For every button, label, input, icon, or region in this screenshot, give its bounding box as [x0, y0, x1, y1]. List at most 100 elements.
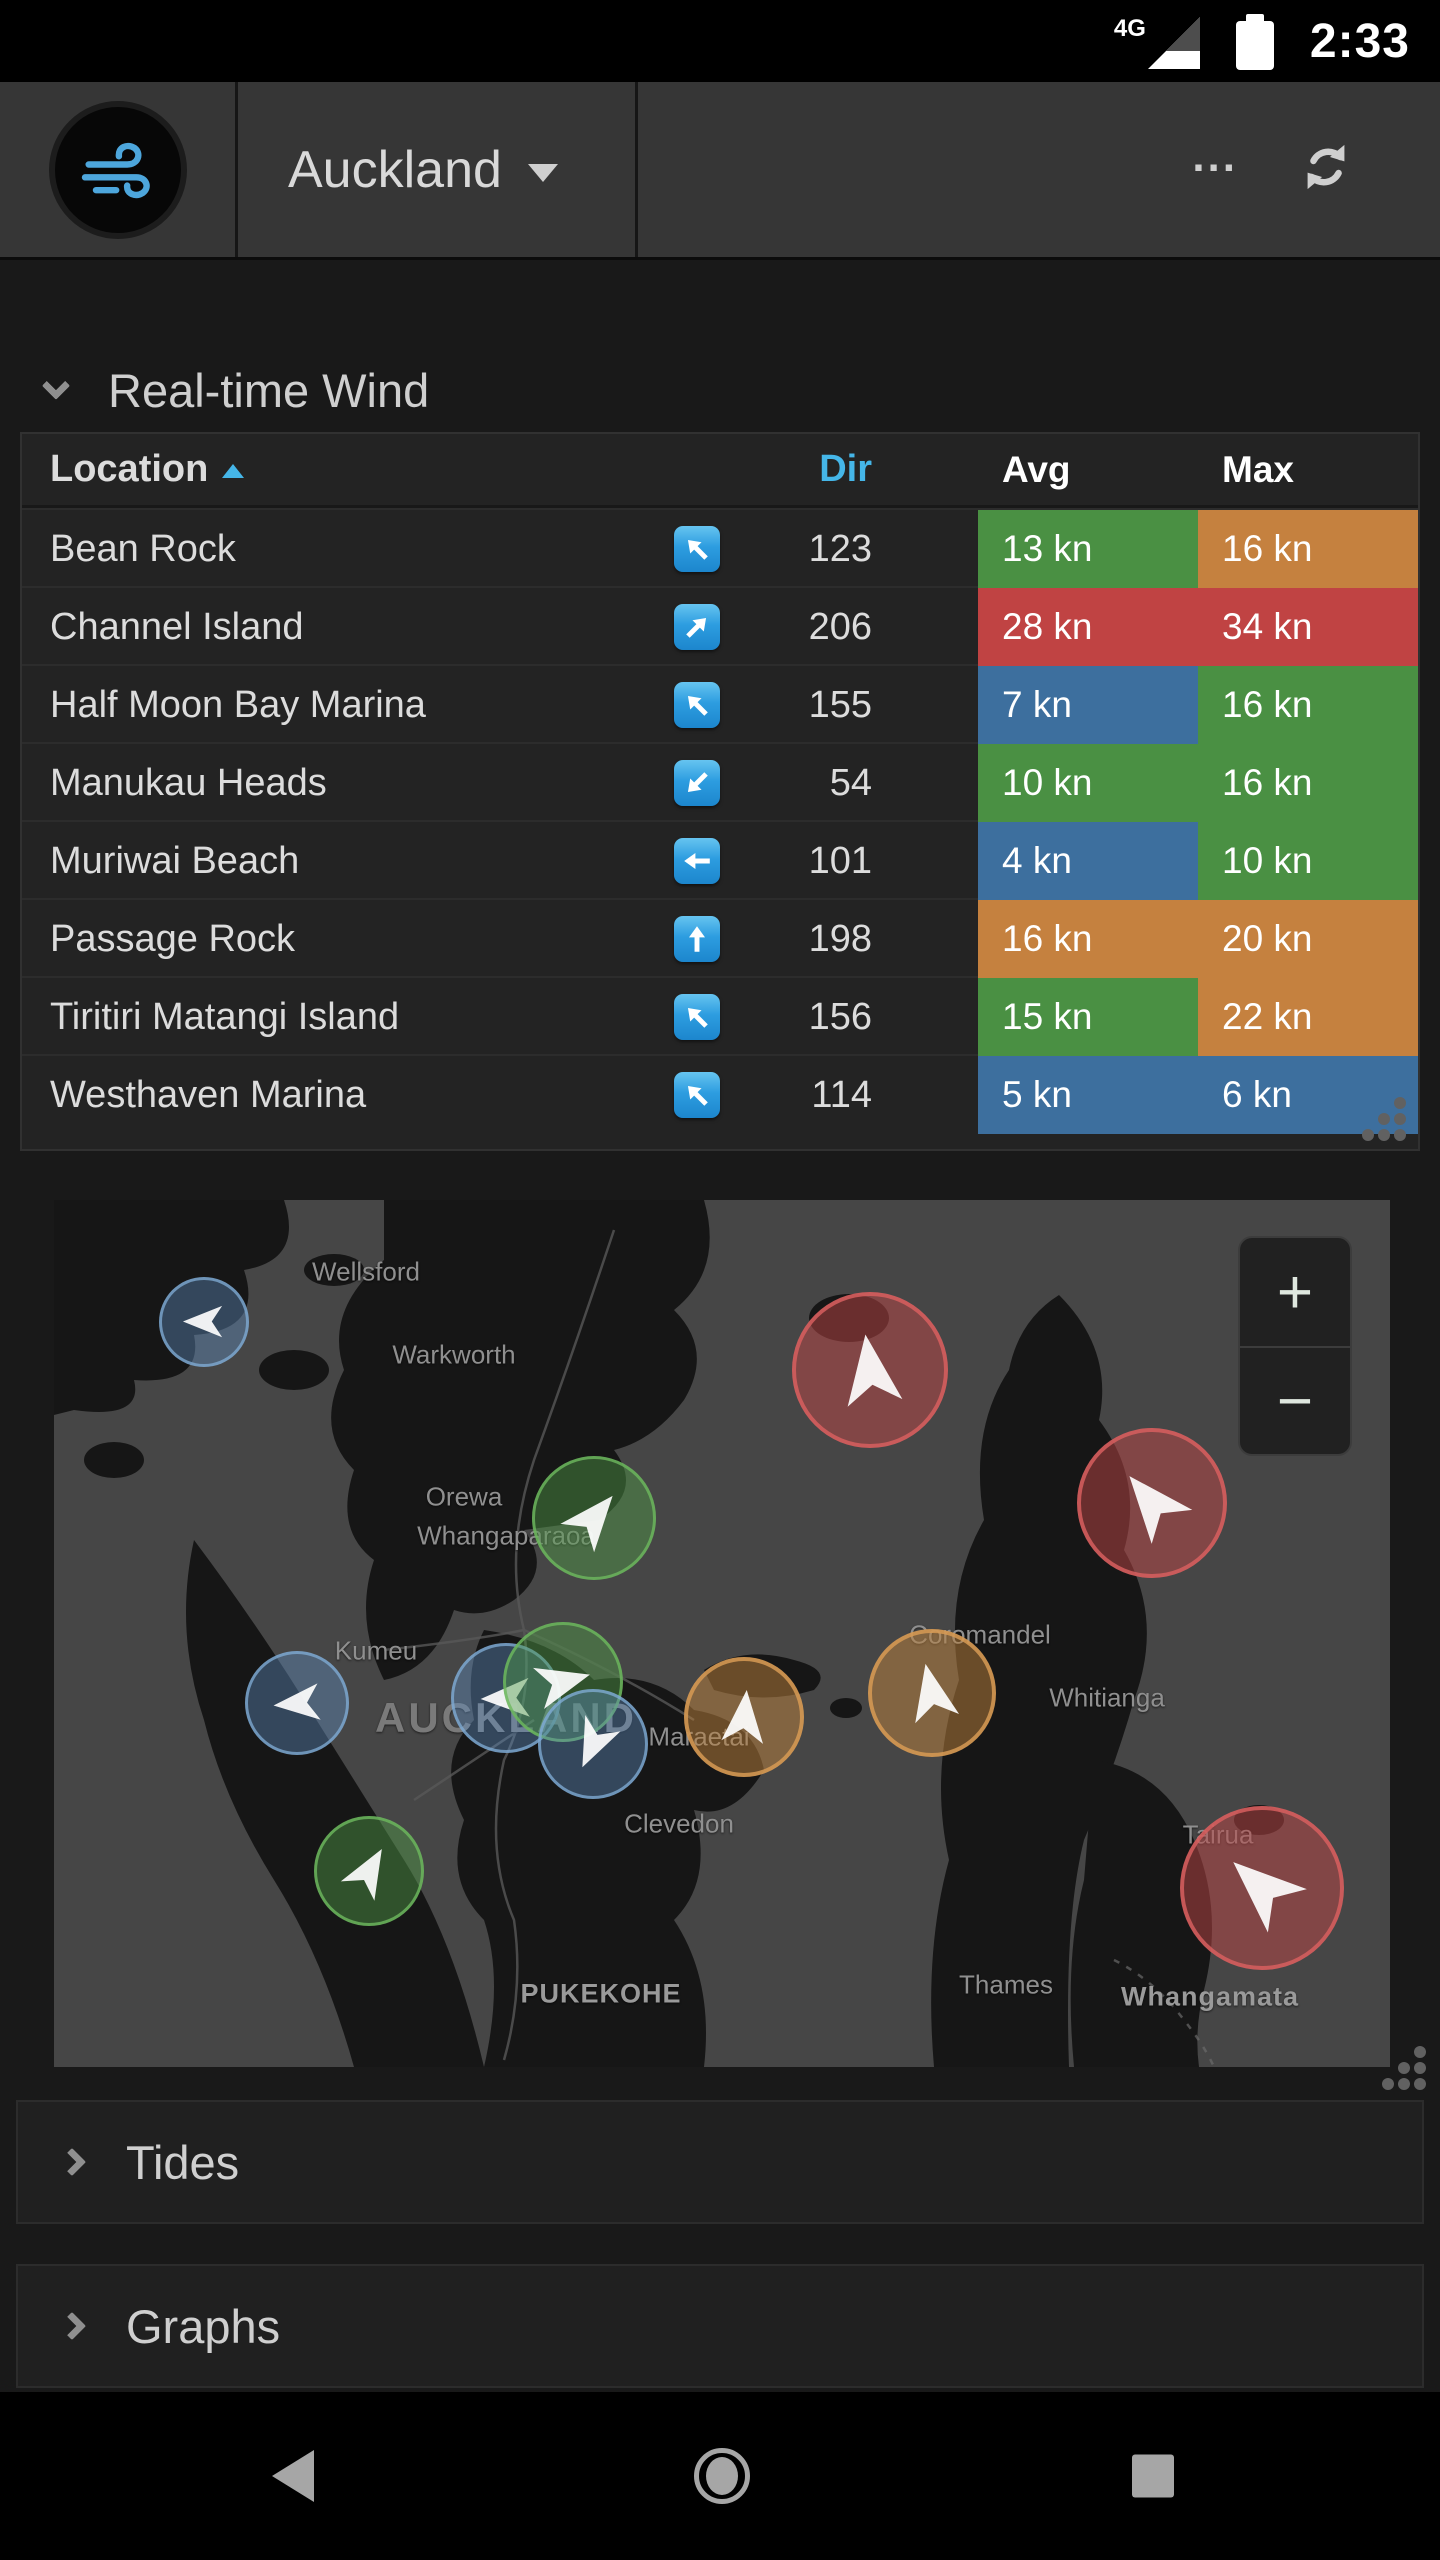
table-header-row: Location Dir Avg Max — [22, 434, 1418, 508]
cellular-signal-icon: 4G — [1114, 13, 1200, 69]
table-row[interactable]: Passage Rock 198 16 kn 20 kn — [22, 898, 1418, 978]
station-name: Bean Rock — [50, 527, 236, 570]
wind-map[interactable]: Wellsford Warkworth Orewa Whangaparaoa Kumeu… — [54, 1200, 1390, 2067]
app-logo-button[interactable] — [0, 82, 238, 257]
max-wind-cell: 10 kn — [1198, 822, 1418, 900]
column-header-location[interactable]: Location — [22, 448, 662, 491]
wind-app-logo-icon — [48, 100, 187, 239]
wind-table: Location Dir Avg Max Bean Rock 123 13 kn… — [20, 432, 1420, 1151]
avg-wind-cell: 28 kn — [978, 588, 1198, 666]
max-wind-cell: 16 kn — [1198, 510, 1418, 588]
wind-direction-icon — [674, 1072, 720, 1118]
wind-direction-icon — [674, 760, 720, 806]
station-name: Half Moon Bay Marina — [50, 683, 426, 726]
wind-direction-icon — [674, 604, 720, 650]
max-wind-cell: 16 kn — [1198, 744, 1418, 822]
android-navigation-bar — [0, 2392, 1440, 2560]
station-name: Manukau Heads — [50, 761, 327, 804]
section-title: Graphs — [126, 2299, 281, 2353]
resize-handle-icon[interactable] — [1382, 2046, 1426, 2090]
map-place-label: Wellsford — [312, 1256, 420, 1287]
wind-station-marker[interactable] — [1077, 1428, 1227, 1578]
table-row[interactable]: Muriwai Beach 101 4 kn 10 kn — [22, 820, 1418, 900]
home-icon[interactable] — [694, 2448, 750, 2504]
status-bar: 4G 2:33 — [0, 0, 1440, 82]
wind-direction-arrow-icon — [1233, 1862, 1308, 1933]
wind-station-marker[interactable] — [503, 1622, 623, 1742]
wind-station-marker[interactable] — [159, 1277, 249, 1367]
chevron-right-icon — [57, 2311, 87, 2341]
section-tides-header[interactable]: Tides — [16, 2100, 1424, 2224]
direction-degrees: 114 — [811, 1073, 872, 1116]
chevron-down-icon — [41, 371, 71, 400]
map-place-label: Kumeu — [334, 1635, 418, 1666]
section-title: Real-time Wind — [108, 363, 430, 417]
network-type-label: 4G — [1113, 15, 1146, 42]
direction-degrees: 155 — [808, 683, 872, 726]
station-name: Westhaven Marina — [50, 1073, 367, 1116]
wind-station-marker[interactable] — [1180, 1806, 1344, 1970]
column-header-avg[interactable]: Avg — [1002, 448, 1071, 490]
recents-icon[interactable] — [1132, 2454, 1174, 2498]
table-row[interactable]: Channel Island 206 28 kn 34 kn — [22, 586, 1418, 666]
table-row[interactable]: Westhaven Marina 114 5 kn 6 kn — [22, 1054, 1418, 1134]
map-zoom-control: + − — [1238, 1236, 1352, 1456]
direction-degrees: 156 — [808, 995, 872, 1038]
wind-direction-arrow-icon — [340, 1848, 382, 1901]
wind-direction-arrow-icon — [273, 1682, 321, 1720]
refresh-button[interactable] — [1300, 141, 1352, 198]
overflow-menu-icon[interactable]: ... — [1192, 131, 1238, 181]
back-icon[interactable] — [272, 2450, 314, 2502]
zoom-in-button[interactable]: + — [1276, 1257, 1314, 1327]
map-place-label: PUKEKOHE — [520, 1978, 682, 2009]
wind-station-marker[interactable] — [314, 1816, 424, 1926]
wind-direction-arrow-icon — [533, 1667, 590, 1710]
wind-direction-icon — [674, 994, 720, 1040]
sort-asc-icon — [222, 463, 245, 478]
avg-wind-cell: 16 kn — [978, 900, 1198, 978]
wind-direction-arrow-icon — [560, 1495, 613, 1553]
wind-direction-arrow-icon — [847, 1334, 902, 1407]
column-header-dir[interactable]: Dir — [819, 448, 872, 490]
wind-station-marker[interactable] — [684, 1657, 804, 1777]
section-graphs-header[interactable]: Graphs — [16, 2264, 1424, 2388]
wind-station-marker[interactable] — [538, 1689, 648, 1799]
max-wind-cell: 20 kn — [1198, 900, 1418, 978]
max-wind-cell: 22 kn — [1198, 978, 1418, 1056]
location-name: Auckland — [288, 140, 502, 199]
wind-direction-arrow-icon — [183, 1306, 223, 1338]
wind-direction-arrow-icon — [915, 1664, 960, 1724]
column-header-max[interactable]: Max — [1222, 448, 1294, 490]
battery-icon — [1235, 14, 1274, 70]
location-selector[interactable]: Auckland — [238, 82, 638, 257]
avg-wind-cell: 10 kn — [978, 744, 1198, 822]
wind-direction-arrow-icon — [582, 1714, 621, 1768]
table-row[interactable]: Manukau Heads 54 10 kn 16 kn — [22, 742, 1418, 822]
map-place-label: Thames — [959, 1969, 1053, 2000]
table-row[interactable]: Bean Rock 123 13 kn 16 kn — [22, 508, 1418, 588]
avg-wind-cell: 15 kn — [978, 978, 1198, 1056]
resize-handle-icon[interactable] — [1362, 1097, 1406, 1141]
avg-wind-cell: 5 kn — [978, 1056, 1198, 1134]
table-row[interactable]: Half Moon Bay Marina 155 7 kn 16 kn — [22, 664, 1418, 744]
station-name: Channel Island — [50, 605, 304, 648]
wind-station-marker[interactable] — [532, 1456, 656, 1580]
wind-station-marker[interactable] — [245, 1651, 349, 1755]
zoom-out-button[interactable]: − — [1240, 1346, 1350, 1454]
wind-station-marker[interactable] — [868, 1629, 996, 1757]
map-place-label: Orewa — [425, 1481, 503, 1512]
direction-degrees: 101 — [808, 839, 872, 882]
status-clock: 2:33 — [1309, 14, 1410, 68]
station-name: Muriwai Beach — [50, 839, 300, 882]
direction-degrees: 198 — [808, 917, 872, 960]
wind-station-marker[interactable] — [792, 1292, 948, 1448]
section-realtime-wind-header[interactable]: Real-time Wind — [0, 260, 1440, 432]
map-place-label: Clevedon — [624, 1808, 734, 1839]
wind-direction-icon — [674, 682, 720, 728]
wind-direction-icon — [674, 526, 720, 572]
map-place-label: Warkworth — [392, 1339, 516, 1370]
dropdown-caret-icon — [527, 163, 558, 182]
table-row[interactable]: Tiritiri Matangi Island 156 15 kn 22 kn — [22, 976, 1418, 1056]
map-place-label: Whangamata — [1120, 1981, 1300, 2012]
map-overlays: Wellsford Warkworth Orewa Whangaparaoa Kumeu… — [54, 1200, 1390, 2067]
